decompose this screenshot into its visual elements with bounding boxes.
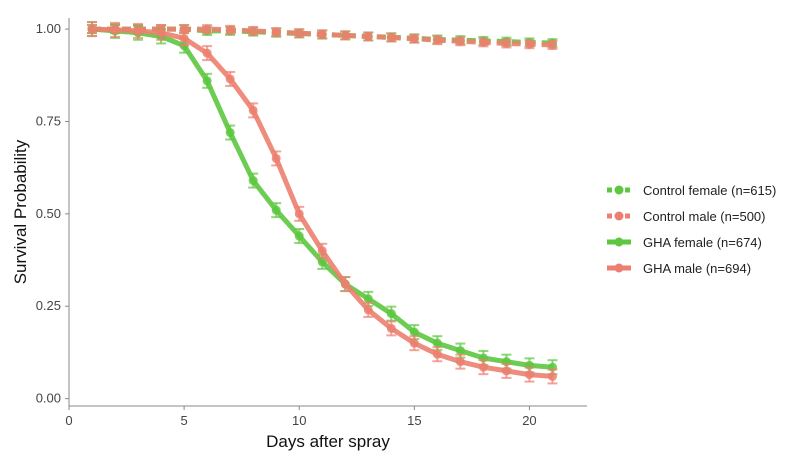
data-point bbox=[432, 35, 442, 45]
x-tick-label: 20 bbox=[522, 413, 536, 428]
legend: Control female (n=615) Control male (n=50… bbox=[607, 183, 776, 276]
data-point bbox=[202, 24, 212, 34]
data-point bbox=[478, 37, 488, 47]
y-ticks: 0.00 0.25 0.50 0.75 1.00 bbox=[36, 21, 69, 406]
data-point bbox=[547, 371, 557, 381]
data-point bbox=[409, 34, 419, 44]
data-point bbox=[294, 209, 304, 219]
axes bbox=[68, 18, 587, 407]
data-point bbox=[271, 153, 281, 163]
data-point bbox=[409, 338, 419, 348]
data-point bbox=[248, 26, 258, 36]
data-point bbox=[386, 33, 396, 43]
y-tick-label: 0.75 bbox=[36, 113, 61, 128]
data-point bbox=[248, 105, 258, 115]
legend-swatch-point bbox=[614, 263, 624, 273]
y-tick-label: 1.00 bbox=[36, 21, 61, 36]
data-point bbox=[455, 346, 465, 356]
data-point bbox=[294, 231, 304, 241]
data-point bbox=[386, 323, 396, 333]
data-point bbox=[202, 48, 212, 58]
data-point bbox=[363, 305, 373, 315]
y-axis-title: Survival Probability bbox=[11, 139, 30, 284]
x-tick-label: 15 bbox=[407, 413, 421, 428]
data-point bbox=[363, 294, 373, 304]
data-point bbox=[363, 31, 373, 41]
x-ticks: 0 5 10 15 20 bbox=[65, 406, 537, 428]
data-point bbox=[409, 327, 419, 337]
data-point bbox=[524, 370, 534, 380]
data-point bbox=[179, 33, 189, 43]
data-point bbox=[202, 76, 212, 86]
data-point bbox=[432, 338, 442, 348]
legend-item: GHA male (n=694) bbox=[607, 261, 751, 276]
data-point bbox=[156, 28, 166, 38]
legend-label: GHA male (n=694) bbox=[643, 261, 751, 276]
legend-swatch-point bbox=[614, 185, 624, 195]
series-line bbox=[91, 26, 553, 370]
legend-swatch-point bbox=[614, 211, 624, 221]
legend-item: Control male (n=500) bbox=[607, 209, 765, 224]
data-point bbox=[225, 128, 235, 138]
data-point bbox=[455, 357, 465, 367]
y-tick-label: 0.00 bbox=[36, 391, 61, 406]
y-tick-label: 0.25 bbox=[36, 298, 61, 313]
data-point bbox=[225, 25, 235, 35]
series-layer bbox=[87, 21, 558, 385]
data-point bbox=[110, 25, 120, 35]
data-point bbox=[294, 28, 304, 38]
legend-item: GHA female (n=674) bbox=[607, 235, 762, 250]
data-point bbox=[87, 24, 97, 34]
data-point bbox=[317, 246, 327, 256]
data-point bbox=[133, 26, 143, 36]
legend-swatch-point bbox=[614, 237, 624, 247]
data-point bbox=[225, 74, 235, 84]
data-point bbox=[501, 366, 511, 376]
data-point bbox=[524, 39, 534, 49]
y-tick-label: 0.50 bbox=[36, 206, 61, 221]
data-point bbox=[386, 309, 396, 319]
data-point bbox=[317, 257, 327, 267]
x-axis-title: Days after spray bbox=[266, 432, 390, 451]
data-point bbox=[340, 279, 350, 289]
data-point bbox=[271, 205, 281, 215]
data-point bbox=[317, 29, 327, 39]
legend-label: Control female (n=615) bbox=[643, 183, 776, 198]
legend-label: Control male (n=500) bbox=[643, 209, 765, 224]
x-tick-label: 0 bbox=[65, 413, 72, 428]
data-point bbox=[455, 36, 465, 46]
x-tick-label: 5 bbox=[180, 413, 187, 428]
series-line bbox=[91, 26, 553, 379]
data-point bbox=[248, 176, 258, 186]
legend-item: Control female (n=615) bbox=[607, 183, 776, 198]
data-point bbox=[271, 27, 281, 37]
data-point bbox=[547, 40, 557, 50]
series-4 bbox=[87, 21, 558, 385]
legend-label: GHA female (n=674) bbox=[643, 235, 762, 250]
data-point bbox=[432, 349, 442, 359]
x-tick-label: 10 bbox=[292, 413, 306, 428]
data-point bbox=[340, 30, 350, 40]
data-point bbox=[501, 38, 511, 48]
series-3 bbox=[87, 21, 558, 376]
data-point bbox=[478, 362, 488, 372]
